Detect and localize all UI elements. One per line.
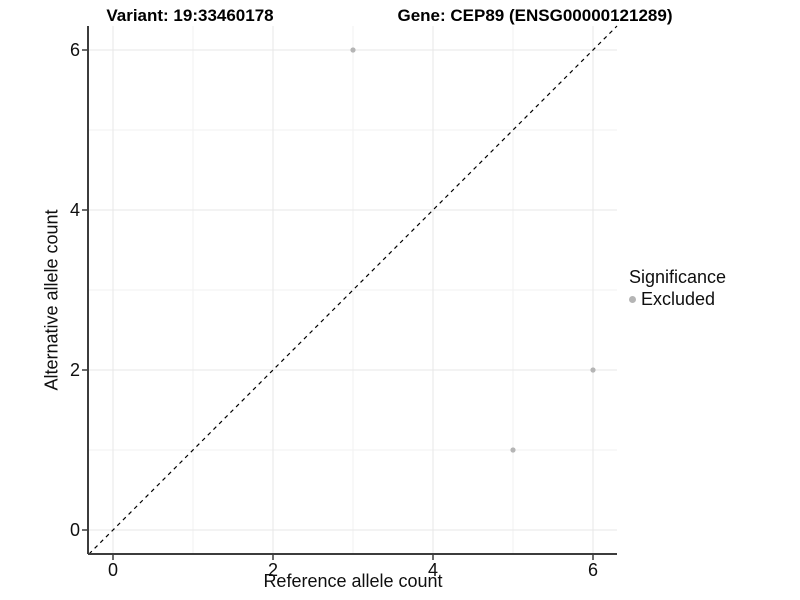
legend: Significance Excluded [629, 266, 726, 310]
y-axis-label: Alternative allele count [41, 209, 62, 391]
data-point [510, 447, 516, 453]
variant-title: Variant: 19:33460178 [106, 6, 274, 25]
x-axis-label: Reference allele count [263, 571, 443, 591]
data-point [590, 367, 596, 373]
data-point [350, 47, 356, 53]
x-tick-label: 2 [268, 560, 278, 580]
y-tick-label: 0 [70, 520, 80, 540]
excluded-point-icon [629, 295, 636, 303]
gene-title: Gene: CEP89 (ENSG00000121289) [397, 6, 673, 25]
legend-item-excluded: Excluded [629, 288, 726, 310]
y-tick-label: 2 [70, 360, 80, 380]
legend-title: Significance [629, 267, 727, 287]
y-tick-label: 6 [70, 40, 80, 60]
x-tick-label: 4 [428, 560, 438, 580]
y-tick-label: 4 [70, 200, 80, 220]
x-tick-label: 6 [588, 560, 598, 580]
x-tick-label: 0 [108, 560, 118, 580]
legend-item-label: Excluded [641, 289, 716, 309]
